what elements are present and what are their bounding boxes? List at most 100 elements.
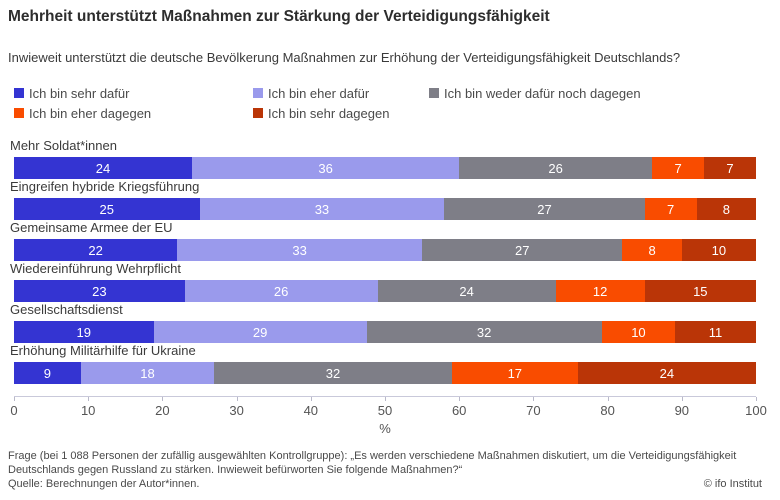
bar-segment: 17: [451, 362, 578, 384]
bar-value-label: 8: [648, 242, 656, 258]
legend-item-3: Ich bin eher dagegen: [14, 106, 253, 121]
chart-subtitle: Inwieweit unterstützt die deutsche Bevöl…: [8, 50, 681, 65]
footer-source-note: Quelle: Berechnungen der Autor*innen.: [8, 478, 200, 490]
bar-value-label: 25: [99, 201, 114, 217]
axis-tick-mark: [236, 397, 238, 401]
bar-value-label: 12: [592, 283, 608, 299]
bar-segment: 32: [366, 321, 602, 343]
legend-swatch-icon: [253, 108, 263, 118]
x-axis-unit-label: %: [379, 421, 391, 436]
bar-track: 22 33 27 8 10: [14, 239, 756, 261]
bar-segment: 33: [199, 198, 445, 220]
x-axis: % 0 10 20 30 40 50 60 70 80 90 100: [10, 396, 767, 439]
bar-value-label: 24: [659, 365, 675, 381]
axis-tick-label: 30: [229, 403, 244, 418]
axis-tick-label: 40: [303, 403, 319, 418]
axis-tick-mark: [533, 397, 535, 401]
bar-value-label: 24: [95, 160, 111, 176]
legend-label: Ich bin sehr dafür: [29, 85, 130, 101]
legend-label: Ich bin weder dafür noch dagegen: [444, 85, 641, 101]
bar-value-label: 10: [711, 242, 727, 258]
bar-category-label: Gemeinsame Armee der EU: [10, 220, 173, 235]
bar-segment: 26: [459, 157, 653, 179]
bar-segment: 8: [696, 198, 756, 220]
bar-segment: 24: [377, 280, 556, 302]
axis-tick-mark: [88, 397, 90, 401]
bar-category-label: Mehr Soldat*innen: [10, 138, 117, 153]
axis-tick-label: 90: [674, 403, 690, 418]
legend-item-2: Ich bin weder dafür noch dagegen: [429, 86, 641, 101]
bar-value-label: 10: [631, 324, 646, 340]
bar-segment: 36: [192, 157, 460, 179]
bar-value-label: 17: [507, 365, 523, 381]
bar-track: 19 29 32 10 11: [14, 321, 756, 343]
legend-item-1: Ich bin eher dafür: [253, 86, 429, 101]
bar-track: 23 26 24 12 15: [14, 280, 756, 302]
bar-segment: 26: [184, 280, 378, 302]
axis-tick-label: 20: [155, 403, 170, 418]
axis-tick-mark: [607, 397, 609, 401]
axis-tick-mark: [756, 397, 757, 401]
axis-tick-label: 50: [377, 403, 393, 418]
legend-label: Ich bin eher dafür: [268, 85, 370, 101]
bar-value-label: 36: [318, 160, 333, 176]
bar-segment: 10: [681, 239, 756, 261]
bar-segment: 11: [675, 321, 756, 343]
axis-tick-label: 60: [451, 403, 467, 418]
bar-value-label: 26: [548, 160, 563, 176]
bar-category-label: Wiedereinführung Wehrpflicht: [10, 261, 182, 276]
bar-segment: 32: [214, 362, 452, 384]
bar-value-label: 15: [693, 283, 708, 299]
axis-tick-label: 10: [80, 403, 96, 418]
footer-question-note: Frage (bei 1 088 Personen der zufällig a…: [8, 450, 737, 476]
bar-segment: 15: [644, 280, 756, 302]
bar-segment: 9: [14, 362, 81, 384]
chart-legend: Ich bin sehr dafür Ich bin eher dafür Ich …: [14, 83, 641, 123]
bar-value-label: 24: [459, 283, 474, 299]
bar-segment: 25: [14, 198, 200, 220]
axis-tick-mark: [681, 397, 683, 401]
footer-credit: © ifo Institut: [703, 478, 762, 490]
axis-tick-label: 80: [600, 403, 615, 418]
bar-value-label: 27: [515, 242, 530, 258]
bar-segment: 7: [644, 198, 697, 220]
bar-segment: 24: [577, 362, 756, 384]
axis-tick-label: 100: [745, 403, 767, 418]
bar-value-label: 33: [292, 242, 307, 258]
bar-category-label: Eingreifen hybride Kriegsführung: [10, 179, 200, 194]
legend-item-0: Ich bin sehr dafür: [14, 86, 253, 101]
bar-segment: 8: [622, 239, 682, 261]
bar-segment: 19: [14, 321, 154, 343]
bar-value-label: 29: [252, 324, 268, 340]
bar-value-label: 32: [325, 365, 341, 381]
bar-value-label: 19: [76, 324, 92, 340]
bar-segment: 33: [177, 239, 423, 261]
legend-swatch-icon: [429, 88, 439, 98]
bar-value-label: 33: [314, 201, 330, 217]
bar-value-label: 9: [43, 365, 51, 381]
bar-segment: 7: [652, 157, 705, 179]
bar-segment: 27: [444, 198, 645, 220]
bar-track: 9 18 32 17 24: [14, 362, 756, 384]
bar-track: 25 33 27 7 8: [14, 198, 756, 220]
legend-item-4: Ich bin sehr dagegen: [253, 106, 429, 121]
footer: Frage (bei 1 088 Personen der zufällig a…: [8, 449, 772, 491]
legend-label: Ich bin eher dagegen: [29, 105, 152, 121]
bar-value-label: 26: [273, 283, 289, 299]
axis-tick-label: 70: [526, 403, 541, 418]
bar-category-label: Erhöhung Militärhilfe für Ukraine: [10, 343, 196, 358]
bar-segment: 10: [601, 321, 676, 343]
bar-segment: 22: [14, 239, 178, 261]
page-title: Mehrheit unterstützt Maßnahmen zur Stärk…: [8, 8, 550, 25]
axis-tick-mark: [385, 397, 386, 401]
bar-value-label: 7: [726, 160, 734, 176]
bar-segment: 24: [14, 157, 193, 179]
bar-value-label: 27: [537, 201, 552, 217]
legend-swatch-icon: [14, 108, 24, 118]
bar-value-label: 23: [92, 283, 107, 299]
axis-tick-mark: [162, 397, 164, 401]
legend-label: Ich bin sehr dagegen: [268, 105, 390, 121]
bar-segment: 18: [80, 362, 215, 384]
bar-value-label: 7: [674, 160, 682, 176]
